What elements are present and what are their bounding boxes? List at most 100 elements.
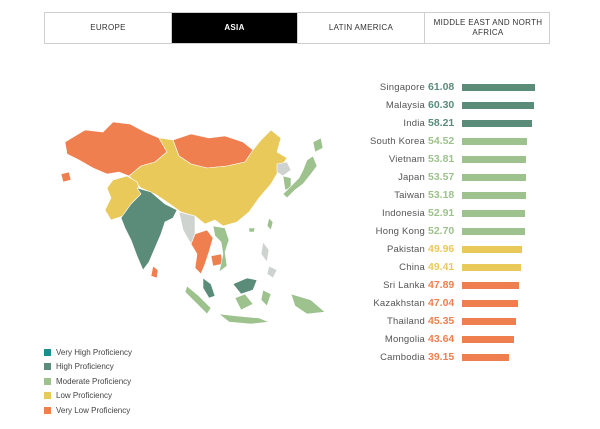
ranking-row[interactable]: Mongolia 43.64 (350, 332, 570, 350)
country-name: Malaysia (385, 100, 425, 111)
country-name: India (403, 118, 425, 129)
legend-item: Moderate Proficiency (44, 374, 132, 389)
proficiency-ranking-list: Singapore 61.08 Malaysia 60.30 India 58.21 Sou… (350, 80, 570, 368)
legend-label: Moderate Proficiency (56, 376, 132, 386)
country-name: Cambodia (380, 352, 425, 363)
score-bar (462, 318, 517, 325)
country-name: Singapore (379, 82, 425, 93)
map-vietnam[interactable] (212, 225, 230, 273)
asia-proficiency-map (60, 121, 326, 325)
legend-swatch (44, 392, 51, 400)
score-bar (462, 246, 522, 253)
proficiency-score: 58.21 (428, 117, 455, 129)
map-malaysia-peninsula[interactable] (202, 277, 216, 299)
map-myanmar (178, 211, 196, 245)
ranking-row[interactable]: Cambodia 39.15 (350, 350, 570, 368)
legend-swatch (44, 348, 51, 356)
country-name: Vietnam (388, 154, 425, 165)
legend-item: Very Low Proficiency (44, 403, 132, 418)
country-name: Thailand (386, 316, 425, 327)
score-bar (462, 300, 519, 307)
score-bar (462, 282, 520, 289)
ranking-row[interactable]: Pakistan 49.96 (350, 242, 570, 260)
score-bar (462, 84, 535, 91)
proficiency-score: 61.08 (428, 81, 455, 93)
score-bar (462, 354, 509, 361)
proficiency-score: 45.35 (428, 315, 455, 327)
ranking-row[interactable]: India 58.21 (350, 116, 570, 134)
map-central-asia-islet (60, 171, 72, 183)
ranking-row[interactable]: Vietnam 53.81 (350, 152, 570, 170)
ranking-row[interactable]: Sri Lanka 47.89 (350, 278, 570, 296)
score-bar (462, 228, 525, 235)
ranking-row[interactable]: Hong Kong 52.70 (350, 224, 570, 242)
score-bar (462, 138, 528, 145)
map-taiwan[interactable] (266, 217, 274, 231)
map-japan[interactable] (282, 137, 324, 199)
legend-swatch (44, 377, 51, 385)
map-malaysia-borneo[interactable] (232, 277, 258, 295)
country-name: Sri Lanka (383, 280, 425, 291)
legend-label: Very High Proficiency (56, 347, 133, 357)
proficiency-score: 43.64 (428, 333, 455, 345)
proficiency-score: 49.41 (428, 261, 455, 273)
map-legend: Very High Proficiency High Proficiency Mod… (44, 345, 132, 418)
country-name: Hong Kong (375, 226, 425, 237)
proficiency-score: 53.81 (428, 153, 455, 165)
map-sri-lanka[interactable] (150, 265, 159, 279)
tab-asia[interactable]: ASIA (172, 13, 298, 43)
proficiency-score: 54.52 (428, 135, 455, 147)
ranking-row[interactable]: Malaysia 60.30 (350, 98, 570, 116)
map-india[interactable] (120, 187, 178, 271)
proficiency-score: 60.30 (428, 99, 455, 111)
map-philippines (260, 241, 278, 279)
map-thailand[interactable] (190, 229, 214, 275)
ranking-row[interactable]: Thailand 45.35 (350, 314, 570, 332)
map-indonesia[interactable] (184, 285, 326, 325)
region-tabs: EUROPE ASIA LATIN AMERICA MIDDLE EAST AN… (44, 12, 550, 44)
ranking-row[interactable]: South Korea 54.52 (350, 134, 570, 152)
map-china[interactable] (128, 129, 288, 227)
legend-label: Very Low Proficiency (56, 405, 131, 415)
legend-item: Very High Proficiency (44, 345, 132, 360)
tab-middle-east-north-africa[interactable]: MIDDLE EAST AND NORTH AFRICA (433, 18, 543, 37)
tab-latin-america[interactable]: LATIN AMERICA (298, 13, 425, 43)
ranking-row[interactable]: China 49.41 (350, 260, 570, 278)
country-name: Japan (398, 172, 425, 183)
ranking-row[interactable]: Japan 53.57 (350, 170, 570, 188)
ranking-row[interactable]: Kazakhstan 47.04 (350, 296, 570, 314)
country-name: Taiwan (394, 190, 425, 201)
score-bar (462, 192, 526, 199)
proficiency-score: 47.04 (428, 297, 455, 309)
proficiency-score: 49.96 (428, 243, 455, 255)
ranking-row[interactable]: Taiwan 53.18 (350, 188, 570, 206)
tab-europe[interactable]: EUROPE (45, 13, 172, 43)
ranking-row[interactable]: Indonesia 52.91 (350, 206, 570, 224)
score-bar (462, 156, 527, 163)
map-north-korea (276, 161, 292, 177)
proficiency-score: 39.15 (428, 351, 455, 363)
proficiency-score: 53.57 (428, 171, 455, 183)
score-bar (462, 264, 522, 271)
map-hong-kong[interactable] (248, 227, 256, 233)
legend-label: High Proficiency (56, 362, 114, 372)
score-bar (462, 174, 527, 181)
score-bar (462, 210, 526, 217)
country-name: Kazakhstan (373, 298, 425, 309)
legend-swatch (44, 363, 51, 371)
country-name: Indonesia (381, 208, 425, 219)
proficiency-score: 53.18 (428, 189, 455, 201)
country-name: Pakistan (386, 244, 425, 255)
score-bar (462, 102, 535, 109)
proficiency-score: 52.91 (428, 207, 455, 219)
legend-item: Low Proficiency (44, 389, 132, 404)
country-name: South Korea (369, 136, 425, 147)
legend-item: High Proficiency (44, 360, 132, 375)
proficiency-score: 47.89 (428, 279, 455, 291)
score-bar (462, 336, 515, 343)
proficiency-score: 52.70 (428, 225, 455, 237)
legend-label: Low Proficiency (56, 391, 113, 401)
legend-swatch (44, 406, 51, 414)
ranking-row[interactable]: Singapore 61.08 (350, 80, 570, 98)
score-bar (462, 120, 532, 127)
